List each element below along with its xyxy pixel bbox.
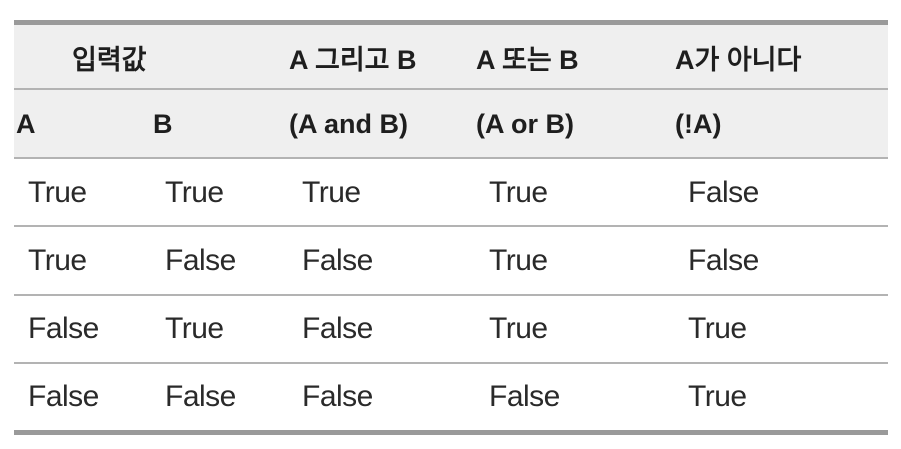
- header-a: A: [16, 108, 36, 139]
- divider: [14, 225, 888, 227]
- divider: [14, 362, 888, 364]
- cell: False: [165, 380, 236, 413]
- cell: True: [688, 380, 747, 413]
- header-a-or-b: (A or B): [476, 108, 574, 139]
- header-b: B: [153, 108, 173, 139]
- cell: True: [489, 175, 548, 209]
- cell: False: [302, 243, 373, 277]
- divider: [14, 294, 888, 296]
- cell: False: [688, 243, 759, 277]
- header-or: A 또는 B: [476, 44, 579, 75]
- cell: False: [165, 243, 236, 277]
- table-row: True False False True False: [14, 227, 888, 294]
- header-input-values: 입력값: [72, 44, 147, 75]
- table-row: False True False True True: [14, 296, 888, 362]
- cell: True: [165, 175, 224, 209]
- header-not-a: (!A): [675, 108, 722, 139]
- header-row-2: A B (A and B) (A or B) (!A): [14, 90, 888, 158]
- cell: False: [28, 312, 99, 345]
- cell: True: [28, 175, 87, 209]
- cell: True: [489, 312, 548, 345]
- table-row: True True True True False: [14, 159, 888, 226]
- cell: False: [688, 175, 759, 209]
- divider: [14, 88, 888, 90]
- divider: [14, 157, 888, 159]
- header-and: A 그리고 B: [289, 44, 417, 75]
- table-row: False False False False True: [14, 364, 888, 430]
- header-a-and-b: (A and B): [289, 108, 408, 139]
- cell: False: [489, 380, 560, 413]
- cell: True: [489, 243, 548, 277]
- cell: True: [28, 243, 87, 277]
- cell: True: [165, 312, 224, 345]
- cell: True: [688, 312, 747, 345]
- cell: False: [28, 380, 99, 413]
- bottom-border: [14, 430, 888, 435]
- cell: True: [302, 175, 361, 209]
- cell: False: [302, 380, 373, 413]
- top-border: [14, 20, 888, 25]
- header-not: A가 아니다: [675, 44, 802, 75]
- cell: False: [302, 312, 373, 345]
- header-row-1: 입력값 A 그리고 B A 또는 B A가 아니다: [14, 25, 888, 89]
